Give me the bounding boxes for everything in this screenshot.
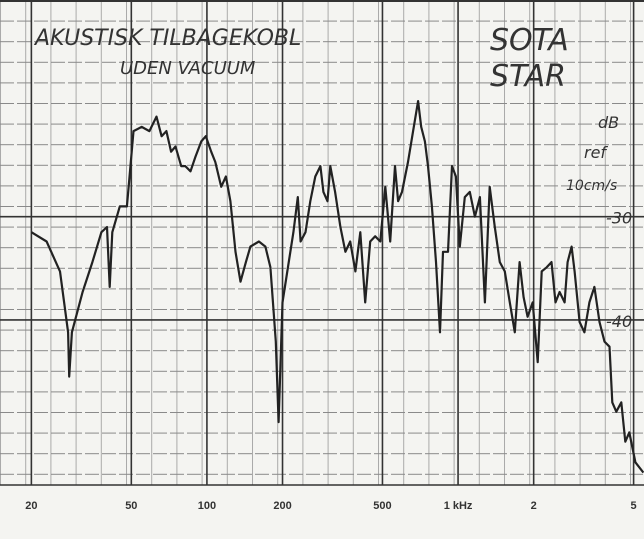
y-tick-label: -40 — [606, 312, 632, 331]
x-tick-label: 1 kHz — [444, 500, 473, 512]
x-tick-label: 100 — [198, 500, 216, 512]
annotation: STAR — [490, 59, 566, 94]
annotation: ref — [584, 143, 608, 162]
chart-subtitle: UDEN VACUUM — [120, 58, 256, 79]
x-tick-label: 200 — [273, 500, 291, 512]
response-line — [30, 100, 644, 474]
grid — [0, 0, 644, 485]
annotation: dB — [598, 113, 619, 132]
x-tick-label: 5 — [631, 500, 637, 512]
plot — [30, 100, 644, 474]
labels: AKUSTISK TILBAGEKOBL UDEN VACUUM 20 50 100… — [25, 23, 636, 512]
chart-title: AKUSTISK TILBAGEKOBL — [33, 26, 301, 51]
y-tick-label: -30 — [606, 209, 632, 228]
x-tick-label: 50 — [125, 500, 137, 512]
x-tick-label: 20 — [25, 500, 37, 512]
x-tick-label: 2 — [531, 500, 537, 512]
x-tick-label: 500 — [373, 500, 391, 512]
annotation: 10cm/s — [566, 178, 617, 194]
annotation: SOTA — [490, 23, 569, 58]
